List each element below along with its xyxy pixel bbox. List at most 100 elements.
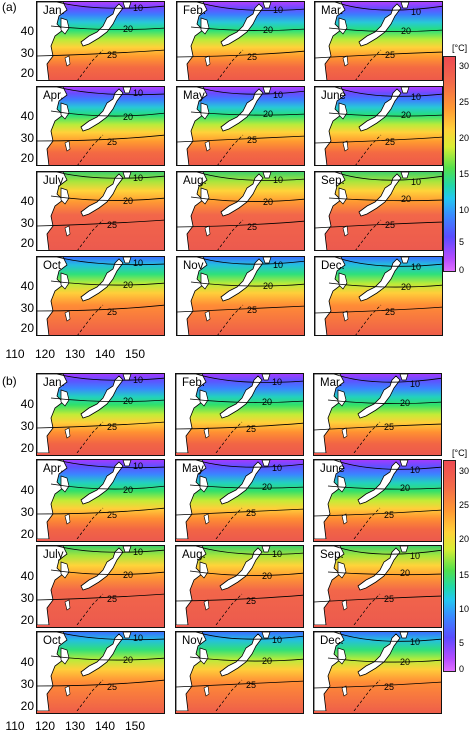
svg-text:20: 20 <box>123 24 133 34</box>
month-label: Dec. <box>321 260 345 272</box>
svg-text:25: 25 <box>385 307 395 317</box>
svg-text:20: 20 <box>262 482 272 492</box>
month-label: Apr. <box>43 463 64 475</box>
svg-text:20: 20 <box>262 656 272 666</box>
map-panel-feb: 10 20 25 Feb. <box>176 1 305 81</box>
y-tick-b-20: 20 <box>20 613 34 627</box>
y-tick-b-40: 40 <box>20 655 34 669</box>
month-label: June <box>321 90 346 102</box>
month-label: Apr. <box>43 90 64 102</box>
x-tick-a-120: 120 <box>34 347 56 361</box>
x-tick-a-150: 150 <box>124 347 146 361</box>
month-label: Feb. <box>182 377 206 389</box>
y-tick-a-40: 40 <box>20 109 34 123</box>
map-land: 10 20 25 <box>315 2 442 80</box>
y-tick-a-40: 40 <box>20 24 34 38</box>
svg-text:20: 20 <box>263 109 273 119</box>
colorbar-a-tick-30: 30 <box>459 61 470 71</box>
map-land: 10 20 25 <box>314 460 441 539</box>
y-tick-b-20: 20 <box>20 527 34 541</box>
svg-text:25: 25 <box>107 510 117 520</box>
svg-text:10: 10 <box>133 547 143 557</box>
map-land: 10 20 25 <box>176 632 303 711</box>
map-land: 10 20 25 <box>177 87 304 165</box>
y-tick-b-40: 40 <box>20 569 34 583</box>
svg-text:20: 20 <box>401 194 411 204</box>
svg-text:10: 10 <box>411 92 421 102</box>
colorbar-b-tick-10: 10 <box>459 604 470 614</box>
svg-text:25: 25 <box>107 422 117 432</box>
svg-text:25: 25 <box>107 137 117 147</box>
svg-text:25: 25 <box>247 222 257 232</box>
svg-text:20: 20 <box>123 570 133 580</box>
x-tick-a-130: 130 <box>64 347 86 361</box>
svg-text:10: 10 <box>410 379 420 389</box>
svg-text:25: 25 <box>384 422 394 432</box>
svg-text:20: 20 <box>263 25 273 35</box>
svg-text:25: 25 <box>384 594 394 604</box>
svg-text:10: 10 <box>410 551 420 561</box>
svg-text:25: 25 <box>385 137 395 147</box>
svg-text:25: 25 <box>107 682 117 692</box>
y-tick-a-30: 30 <box>20 216 34 230</box>
colorbar-b-tick-30: 30 <box>459 466 470 476</box>
map-land: 10 20 25 <box>37 374 164 453</box>
y-tick-a-40: 40 <box>20 194 34 208</box>
svg-text:20: 20 <box>123 655 133 665</box>
map-land: 10 20 25 <box>314 374 441 453</box>
y-tick-b-30: 30 <box>20 591 34 605</box>
y-tick-b-30: 30 <box>20 505 34 519</box>
map-land: 10 20 25 <box>176 460 303 539</box>
map-land: 10 20 25 <box>315 257 442 335</box>
map-land: 10 20 25 <box>37 546 164 625</box>
month-label: May <box>183 90 205 102</box>
map-land: 10 20 25 <box>314 546 441 625</box>
colorbar-b-tick-20: 20 <box>459 534 470 544</box>
colorbar-a-tick-10: 10 <box>459 205 470 215</box>
month-label: Nov <box>182 635 203 647</box>
svg-text:10: 10 <box>273 5 283 15</box>
month-label: Jan. <box>43 5 65 17</box>
svg-text:25: 25 <box>384 510 394 520</box>
map-panel-feb: 10 20 25 Feb. <box>175 373 304 456</box>
map-land: 10 20 25 <box>315 172 442 250</box>
svg-text:10: 10 <box>273 90 283 100</box>
svg-text:20: 20 <box>400 568 410 578</box>
svg-text:10: 10 <box>272 463 282 473</box>
map-land: 10 20 25 <box>176 374 303 453</box>
map-panel-apr: 10 20 25 Apr. <box>36 459 165 542</box>
month-label: Nov <box>183 260 204 272</box>
part-a-label: (a) <box>2 0 17 14</box>
month-label: June <box>320 463 345 475</box>
colorbar-a-tick-15: 15 <box>459 169 470 179</box>
month-label: Sep. <box>320 549 344 561</box>
svg-text:10: 10 <box>272 549 282 559</box>
colorbar-b-tick-15: 15 <box>459 570 470 580</box>
svg-text:20: 20 <box>400 398 410 408</box>
colorbar-a <box>443 56 456 272</box>
map-panel-july: 10 20 25 July <box>36 171 165 251</box>
month-label: July <box>43 175 64 187</box>
svg-text:20: 20 <box>262 571 272 581</box>
map-land: 10 20 25 <box>37 632 164 711</box>
map-panel-apr: 10 20 25 Apr. <box>36 86 165 166</box>
svg-text:20: 20 <box>400 483 410 493</box>
svg-text:25: 25 <box>247 305 257 315</box>
map-panel-mar: 10 20 25 Mar. <box>313 373 442 456</box>
svg-text:20: 20 <box>123 396 133 406</box>
map-panel-june: 10 20 25 June <box>314 86 443 166</box>
svg-text:10: 10 <box>272 635 282 645</box>
svg-text:10: 10 <box>133 633 143 643</box>
month-label: Aug. <box>183 175 207 187</box>
colorbar-a-tick-20: 20 <box>459 133 470 143</box>
map-panel-mar: 10 20 25 Mar. <box>314 1 443 81</box>
month-label: Jan. <box>43 377 65 389</box>
part-b-label: (b) <box>2 374 17 388</box>
svg-text:10: 10 <box>411 7 421 17</box>
svg-text:10: 10 <box>273 175 283 185</box>
svg-text:25: 25 <box>247 135 257 145</box>
map-land: 10 20 25 <box>37 87 164 165</box>
y-tick-b-40: 40 <box>20 397 34 411</box>
month-label: Mar. <box>320 377 343 389</box>
svg-text:25: 25 <box>247 52 257 62</box>
